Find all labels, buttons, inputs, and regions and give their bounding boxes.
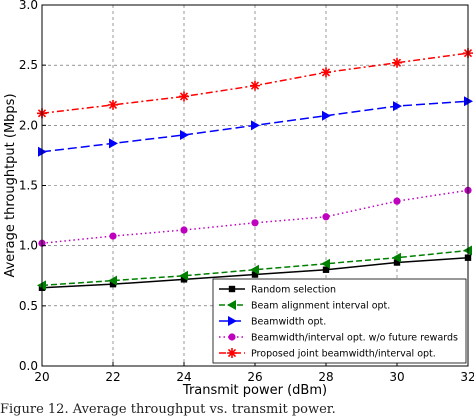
legend-entry: Random selection: [251, 285, 336, 296]
data-point: [393, 259, 401, 266]
data-point: [321, 258, 330, 269]
data-point: [322, 266, 330, 273]
axis-ticks: 20 22 24 26 28 30 32 0.0 0.5 1.0 1.5 2.0 2.5 3.0: [19, 0, 474, 384]
data-point: [109, 280, 117, 288]
legend-entry: Proposed joint beamwidth/interval opt.: [251, 349, 436, 360]
legend-marker: [228, 333, 236, 341]
x-axis-label: Transmit power (dBm): [182, 383, 327, 398]
legend-marker: [227, 348, 237, 358]
legend-box: [212, 278, 467, 364]
legend-entry: Beamwidth/interval opt. w/o future rewar…: [251, 333, 458, 344]
data-point: [109, 232, 117, 240]
legend-entry: Beamwidth opt.: [251, 317, 326, 328]
x-tick-label: 24: [176, 370, 191, 384]
legend: Random selection Beam alignment interval …: [212, 278, 467, 364]
data-point: [180, 226, 188, 234]
y-axis-label: Average throughtput (Mbps): [3, 93, 18, 277]
data-point: [322, 213, 330, 221]
y-tick-label: 2.0: [19, 118, 38, 132]
legend-marker: [228, 285, 236, 293]
data-point: [179, 270, 188, 281]
data-point: [392, 57, 402, 68]
throughput-chart: 20 22 24 26 28 30 32 0.0 0.5 1.0 1.5 2.0 2.5 3.0 Tran…: [3, 0, 474, 398]
data-point: [179, 91, 189, 102]
y-tick-label: 2.5: [19, 58, 38, 72]
data-point: [393, 197, 401, 205]
data-point: [108, 275, 117, 286]
data-point: [250, 264, 259, 275]
x-tick-label: 22: [105, 370, 120, 384]
series-4: [37, 48, 473, 119]
y-tick-label: 3.0: [19, 0, 38, 12]
data-point: [321, 67, 331, 78]
legend-marker: [227, 300, 236, 310]
x-tick-label: 26: [247, 370, 262, 384]
data-point: [180, 129, 189, 140]
series-group: [37, 48, 473, 291]
data-point: [393, 101, 402, 112]
y-tick-label: 0.5: [19, 299, 38, 313]
data-point: [108, 99, 118, 110]
data-point: [180, 276, 188, 283]
data-point: [251, 271, 259, 278]
legend-entry: Beam alignment interval opt.: [251, 301, 390, 312]
figure-caption: Figure 12. Average throughput vs. transm…: [0, 402, 336, 417]
data-point: [322, 110, 331, 121]
y-tick-label: 0.0: [19, 359, 38, 373]
legend-marker: [228, 316, 237, 326]
data-point: [251, 219, 259, 227]
x-tick-label: 28: [318, 370, 333, 384]
data-point: [250, 80, 260, 91]
data-point: [392, 252, 401, 263]
x-tick-label: 32: [460, 370, 474, 384]
data-point: [251, 120, 260, 131]
y-tick-label: 1.0: [19, 239, 38, 253]
data-point: [109, 138, 118, 149]
y-tick-label: 1.5: [19, 179, 38, 193]
x-tick-label: 20: [34, 370, 49, 384]
x-tick-label: 30: [389, 370, 404, 384]
